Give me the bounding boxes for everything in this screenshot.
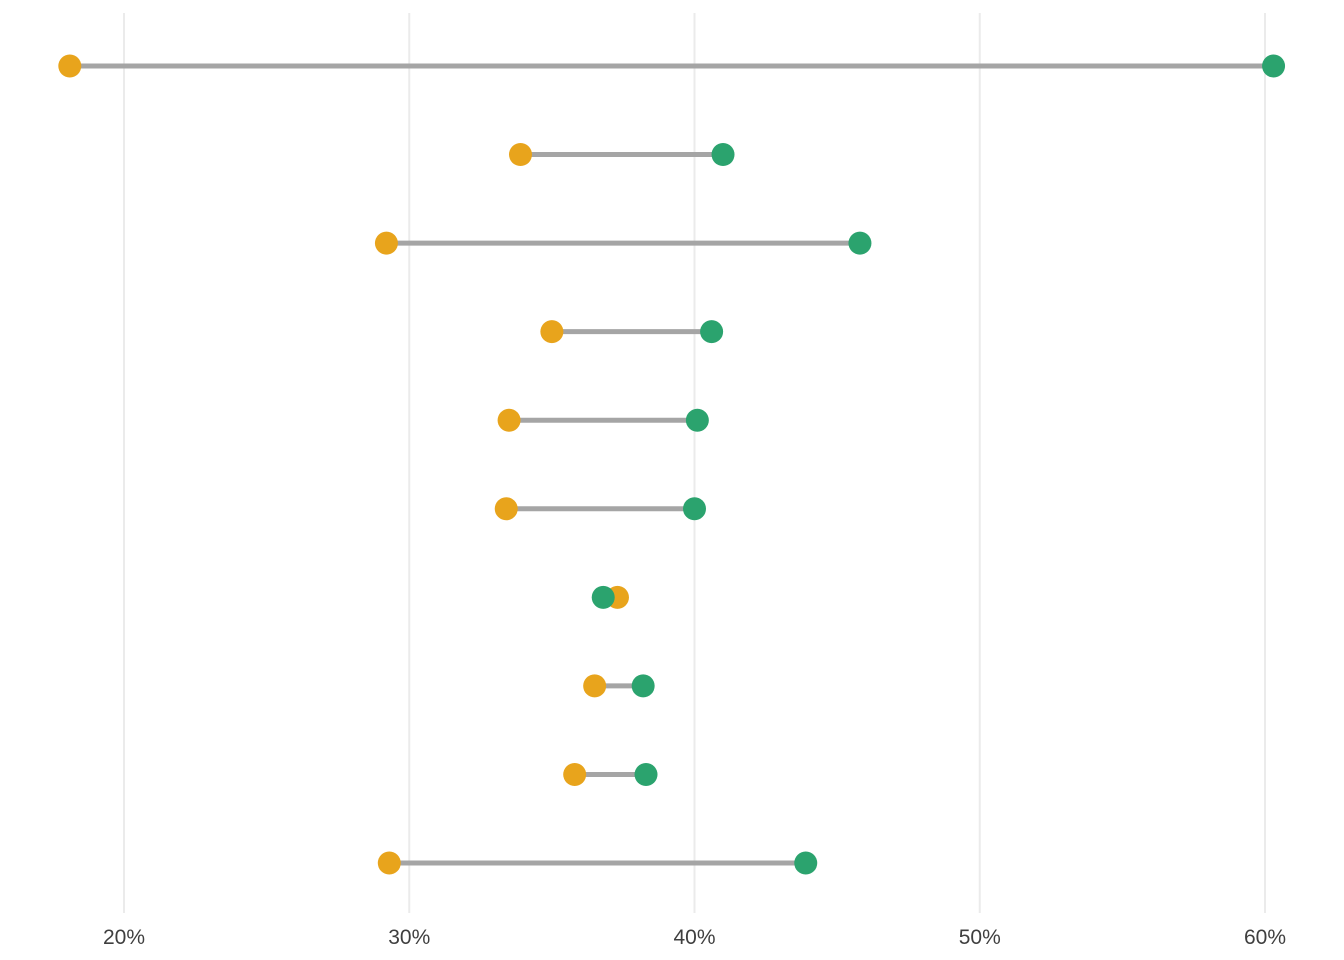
start-dot — [497, 408, 521, 432]
end-dot — [634, 762, 658, 786]
start-dot — [583, 674, 607, 698]
x-tick-label: 60% — [1244, 926, 1286, 949]
end-dot — [848, 231, 872, 255]
start-dot — [377, 851, 401, 875]
x-tick-label: 50% — [959, 926, 1001, 949]
start-dot — [494, 497, 518, 521]
end-dot — [685, 408, 709, 432]
end-dot — [700, 320, 724, 344]
start-dot — [563, 762, 587, 786]
end-dot — [794, 851, 818, 875]
start-dot — [58, 54, 82, 78]
end-dot — [631, 674, 655, 698]
x-tick-label: 30% — [388, 926, 430, 949]
end-dot — [711, 143, 735, 167]
end-dot — [591, 585, 615, 609]
end-dot — [683, 497, 706, 521]
start-dot — [540, 320, 564, 344]
start-dot — [374, 231, 398, 255]
end-dot — [1262, 54, 1286, 78]
x-tick-label: 40% — [673, 926, 715, 949]
x-tick-label: 20% — [103, 926, 145, 949]
start-dot — [508, 143, 532, 167]
